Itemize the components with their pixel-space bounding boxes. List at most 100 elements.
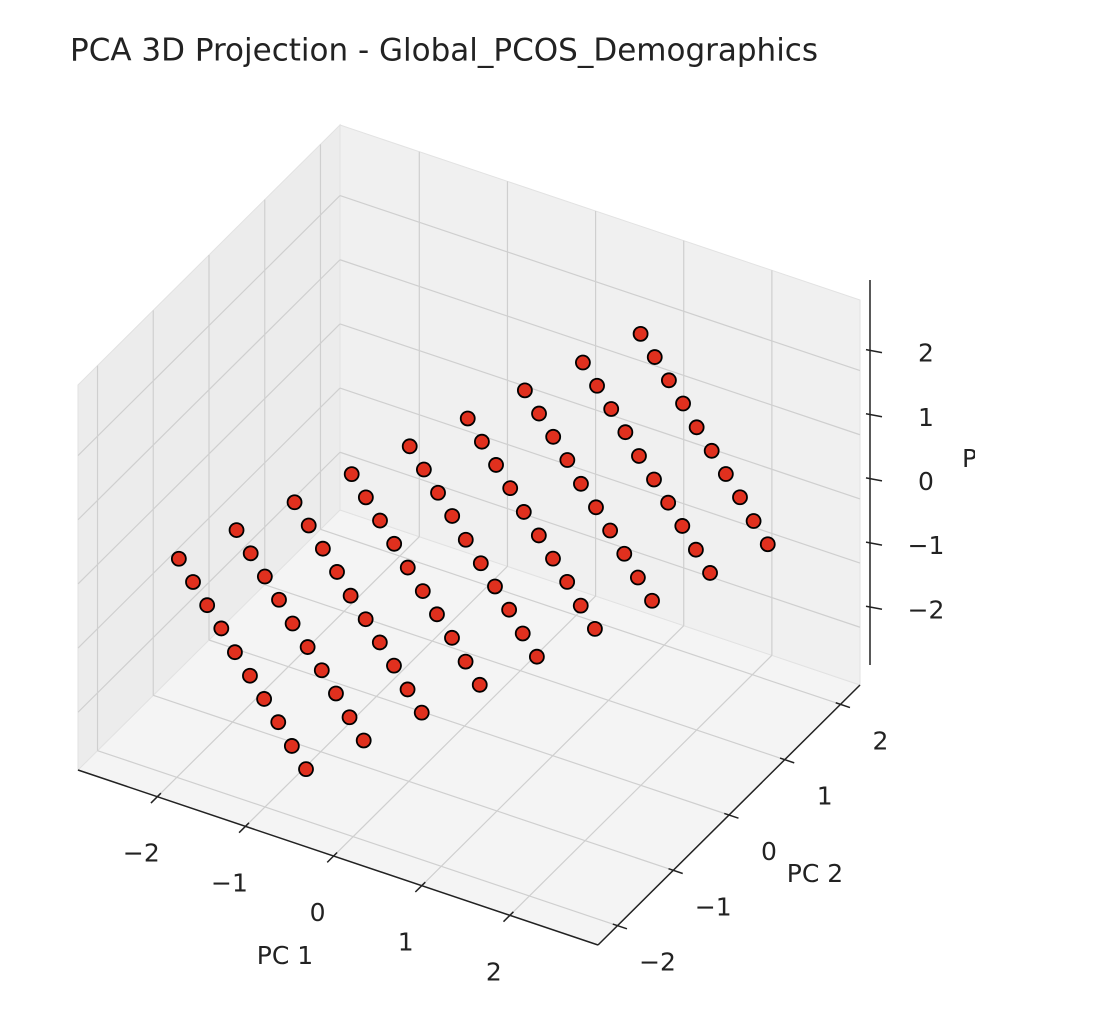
point (284, 615, 301, 632)
point (488, 457, 504, 473)
point (399, 681, 416, 698)
point (528, 648, 545, 665)
point (589, 377, 605, 394)
chart-title: PCA 3D Projection - Global_PCOS_Demograp… (70, 33, 818, 69)
point (314, 540, 331, 557)
grid-line (339, 259, 861, 436)
point (342, 587, 359, 604)
point (242, 667, 258, 684)
point (732, 489, 748, 506)
point (242, 545, 259, 562)
x-tick (502, 911, 514, 923)
z-tick-label: −2 (908, 595, 945, 624)
z-tick (865, 605, 883, 610)
point (559, 573, 576, 590)
grid-line (339, 451, 861, 628)
y-tick-label: 0 (761, 837, 777, 866)
y-tick-label: −2 (639, 948, 676, 977)
x-axis-line (77, 769, 599, 946)
point (444, 508, 461, 524)
point (270, 714, 287, 731)
point (357, 611, 374, 628)
point (471, 676, 488, 693)
point (545, 550, 561, 567)
x-axis-label: PC 1 (257, 941, 313, 970)
point (213, 620, 230, 637)
grid-line (339, 323, 861, 500)
point (300, 517, 317, 534)
point (759, 536, 776, 553)
point (644, 592, 660, 609)
x-tick (414, 881, 426, 893)
point (688, 541, 704, 558)
point (371, 634, 388, 651)
point (399, 559, 416, 576)
x-tick (326, 851, 338, 863)
grid-line (77, 323, 341, 585)
point (588, 499, 604, 516)
x-tick-label: 1 (398, 928, 414, 957)
point (414, 583, 431, 599)
point (586, 620, 603, 637)
point (256, 568, 273, 585)
point (429, 606, 445, 623)
point (357, 489, 374, 506)
point (256, 691, 273, 707)
point (228, 522, 245, 538)
x-tick-label: 2 (486, 957, 502, 986)
point (617, 424, 634, 441)
point (661, 372, 677, 389)
point (545, 428, 562, 445)
point (646, 349, 663, 365)
x-tick (238, 822, 250, 834)
point (343, 466, 360, 483)
point (328, 685, 344, 702)
grid-line (264, 584, 785, 761)
x-tick-label: 0 (310, 898, 326, 927)
grid-line (77, 387, 341, 649)
point (415, 461, 432, 478)
point (531, 405, 547, 422)
y-tick (668, 868, 683, 875)
point (271, 591, 287, 608)
axes: −2 −1 0 1 2 −2 −1 0 1 2 −2 −1 0 1 2 (77, 280, 945, 986)
point (603, 401, 620, 417)
point (199, 597, 216, 614)
point (457, 653, 474, 670)
point (457, 531, 474, 548)
y-tick-label: −1 (695, 892, 732, 921)
point (674, 518, 691, 534)
y-tick-label: 1 (817, 782, 833, 811)
point (459, 410, 476, 427)
point (185, 574, 201, 590)
x-tick (150, 792, 162, 804)
point (745, 513, 762, 529)
grid (77, 144, 861, 927)
point (501, 601, 518, 618)
z-tick-label: 0 (918, 467, 934, 496)
point (386, 657, 402, 674)
point (631, 448, 647, 464)
y-tick (724, 812, 739, 819)
point (660, 494, 677, 511)
z-tick (865, 348, 883, 354)
point (559, 452, 576, 468)
point (502, 480, 519, 497)
z-axis-label: PC 3 (962, 444, 1018, 473)
point (675, 395, 691, 412)
y-tick (779, 757, 795, 764)
z-tick-label: −1 (908, 531, 945, 560)
point (646, 471, 662, 488)
point (573, 475, 589, 492)
point (574, 354, 591, 371)
point (703, 442, 720, 459)
point (572, 597, 589, 614)
point (514, 625, 531, 642)
grid-line (97, 750, 618, 927)
z-tick (865, 477, 883, 482)
point (473, 433, 490, 450)
points (170, 325, 776, 778)
y-axis-label: PC 2 (787, 859, 843, 888)
point (702, 565, 718, 581)
